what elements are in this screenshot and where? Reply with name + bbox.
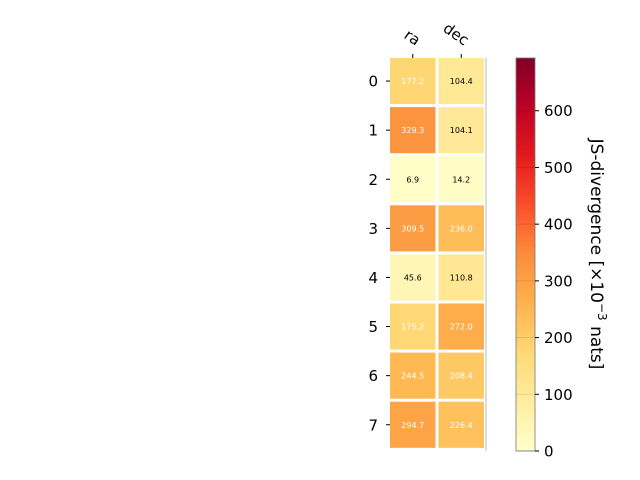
colorbar-tick-label: 100 bbox=[544, 386, 573, 404]
row-label: 1 bbox=[368, 122, 378, 140]
cell-value-label: 177.2 bbox=[401, 77, 424, 86]
heatmap-cell bbox=[390, 254, 436, 301]
cell-value-label: 329.3 bbox=[401, 126, 424, 135]
heatmap-cell bbox=[438, 107, 484, 154]
heatmap-cell bbox=[438, 156, 484, 203]
heatmap-cell bbox=[390, 107, 436, 154]
heatmap-cell bbox=[438, 254, 484, 301]
row-label: 5 bbox=[368, 318, 378, 336]
colorbar-label: JS-divergence [×10−3 nats] bbox=[586, 138, 609, 370]
heatmap-cell bbox=[438, 401, 484, 448]
cell-value-label: 6.9 bbox=[406, 175, 419, 184]
colorbar-ticks: 0 100 200 300 400 500 600 bbox=[516, 102, 573, 461]
colorbar-tick-label: 200 bbox=[544, 329, 573, 347]
heatmap-cell bbox=[390, 401, 436, 448]
heatmap-cell bbox=[438, 303, 484, 350]
heatmap-cell bbox=[390, 352, 436, 399]
heatmap-cell bbox=[390, 303, 436, 350]
colorbar-tick-label: 400 bbox=[544, 216, 573, 234]
row-label: 4 bbox=[368, 269, 378, 287]
colorbar-tick-label: 500 bbox=[544, 159, 573, 177]
cell-value-label: 175.2 bbox=[401, 323, 424, 332]
row-labels: 0 1 2 3 4 5 6 7 bbox=[368, 73, 390, 434]
cell-value-label: 104.4 bbox=[450, 77, 473, 86]
cell-value-label: 272.0 bbox=[450, 323, 473, 332]
cell-value-label: 104.1 bbox=[450, 126, 473, 135]
cell-value-label: 45.6 bbox=[404, 273, 422, 282]
heatmap-cell bbox=[390, 58, 436, 105]
heatmap-cell bbox=[438, 352, 484, 399]
heatmap-cell bbox=[390, 156, 436, 203]
row-label: 6 bbox=[368, 367, 378, 385]
heatmap-cell bbox=[390, 205, 436, 252]
colorbar: 0 100 200 300 400 500 600 JS-divergence [×10−3… bbox=[515, 57, 609, 461]
cell-value-label: 309.5 bbox=[401, 224, 424, 233]
colorbar-label-text: JS-divergence [×10 bbox=[586, 138, 606, 303]
column-label: dec bbox=[440, 19, 472, 49]
cell-value-label: 14.2 bbox=[452, 175, 470, 184]
column-label: ra bbox=[401, 26, 424, 50]
cell-value-label: 110.8 bbox=[450, 273, 473, 282]
heatmap-cell bbox=[438, 58, 484, 105]
heatmap-cells: 177.2 104.4 329.3 104.1 6.9 14.2 309.5 236.0 45.… bbox=[390, 58, 484, 448]
colorbar-gradient bbox=[515, 57, 536, 452]
cell-value-label: 226.4 bbox=[450, 421, 473, 430]
colorbar-label-unit: nats] bbox=[586, 321, 606, 370]
heatmap-cell bbox=[438, 205, 484, 252]
cell-value-label: 236.0 bbox=[450, 224, 473, 233]
row-label: 2 bbox=[368, 171, 378, 189]
row-label: 0 bbox=[368, 73, 378, 91]
cell-value-label: 244.5 bbox=[401, 372, 424, 381]
cell-value-label: 208.4 bbox=[450, 372, 473, 381]
colorbar-label-exponent: −3 bbox=[595, 303, 609, 321]
colorbar-tick-label: 0 bbox=[544, 443, 554, 461]
column-labels: ra dec bbox=[401, 19, 472, 58]
row-label: 3 bbox=[368, 220, 378, 238]
colorbar-tick-label: 600 bbox=[544, 102, 573, 120]
colorbar-tick-label: 300 bbox=[544, 272, 573, 290]
cell-value-label: 294.7 bbox=[401, 421, 424, 430]
row-label: 7 bbox=[368, 416, 378, 434]
